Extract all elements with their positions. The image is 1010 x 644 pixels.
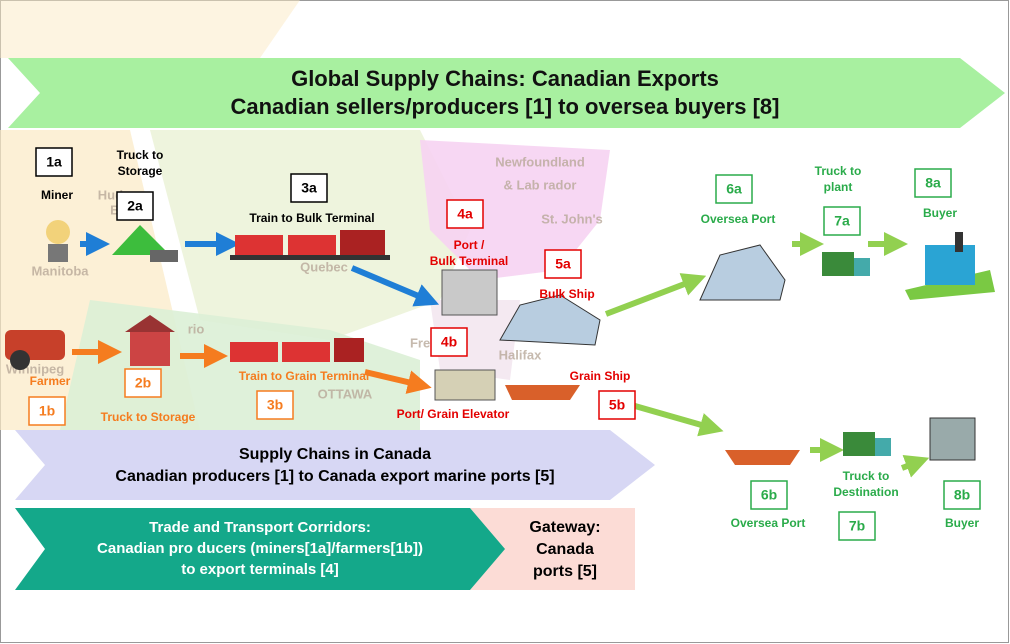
icons: [5, 220, 995, 465]
node: 2b Truck to Storage: [101, 368, 196, 424]
node-caption: Miner: [41, 188, 73, 202]
node-box: [116, 191, 154, 221]
node: 7a Truck to plant: [815, 164, 862, 236]
band-text: ports [5]: [533, 563, 597, 580]
node-box: [823, 206, 861, 236]
band-text: Canada: [536, 541, 594, 558]
node-id: 1a: [46, 154, 62, 170]
node-caption: Truck to: [815, 164, 862, 178]
node-box: [430, 327, 468, 357]
node: 1a Miner: [35, 147, 73, 202]
node-caption: Buyer: [923, 206, 957, 220]
node-caption: Train to Grain Terminal: [239, 369, 369, 383]
node-box: [544, 249, 582, 279]
node-id: 2b: [135, 375, 151, 391]
node-box: [943, 480, 981, 510]
banner-subtitle: Canadian sellers/producers [1] to overse…: [231, 94, 780, 119]
node-box: [28, 396, 66, 426]
node-id: 6b: [761, 487, 777, 503]
node-caption: Storage: [118, 164, 163, 178]
band-corridors: [15, 508, 505, 590]
map-label: Newfoundland: [495, 154, 585, 169]
node-id: 7a: [834, 213, 850, 229]
node-caption: Grain Ship: [570, 369, 631, 383]
band-text: Canadian pro ducers (miners[1a]/farmers[…: [97, 540, 423, 557]
node: 8a Buyer: [914, 168, 957, 220]
band-text: Gateway:: [529, 519, 600, 536]
node-box: [290, 173, 328, 203]
node: 3b Train to Grain Terminal: [239, 369, 369, 420]
node-id: 4b: [441, 334, 457, 350]
node-id: 3b: [267, 397, 283, 413]
band-text: Supply Chains in Canada: [239, 446, 431, 463]
node-box: [715, 174, 753, 204]
node-id: 3a: [301, 180, 317, 196]
node-caption: plant: [824, 180, 853, 194]
node-id: 6a: [726, 181, 742, 197]
node-id: 8a: [925, 175, 941, 191]
node: 1b Farmer: [28, 374, 71, 426]
node: 4a Port / Bulk Terminal: [430, 199, 508, 268]
node-box: [750, 480, 788, 510]
node: 2a Truck to Storage: [116, 148, 164, 221]
node-id: 5a: [555, 256, 571, 272]
node-caption: Bulk Terminal: [430, 254, 508, 268]
map-label: Manitoba: [31, 263, 89, 278]
node: 8b Buyer: [943, 480, 981, 530]
node-box: [914, 168, 952, 198]
node-box: [446, 199, 484, 229]
map-label: & Lab rador: [504, 177, 577, 192]
node-box: [838, 511, 876, 541]
node-id: 2a: [127, 198, 143, 214]
map-label: rio: [188, 321, 205, 336]
node-id: 5b: [609, 397, 625, 413]
node-caption: Buyer: [945, 516, 979, 530]
node-caption: Oversea Port: [731, 516, 806, 530]
node-caption: Destination: [833, 485, 898, 499]
node-id: 8b: [954, 487, 970, 503]
node-box: [598, 390, 636, 420]
node-caption: Bulk Ship: [539, 287, 594, 301]
banner-arrow: [8, 58, 1005, 128]
node-caption: Port /: [454, 238, 485, 252]
node: 5a Bulk Ship: [539, 249, 595, 301]
band-canada: [15, 430, 655, 500]
node-caption: Oversea Port: [701, 212, 776, 226]
band-gateway: [470, 508, 635, 590]
map-label: OTTAWA: [318, 386, 373, 401]
node: 6b Oversea Port: [731, 480, 806, 530]
node-caption: Truck to: [117, 148, 164, 162]
node: 6a Oversea Port: [701, 174, 776, 226]
node-caption: Port/ Grain Elevator: [397, 407, 510, 421]
node: 4b Port/ Grain Elevator: [397, 327, 510, 421]
map-label: Quebec: [300, 259, 348, 274]
node-caption: Farmer: [30, 374, 71, 388]
node-caption: Train to Bulk Terminal: [249, 211, 374, 225]
node: 5b Grain Ship: [570, 369, 636, 420]
node-id: 4a: [457, 206, 473, 222]
node-box: [124, 368, 162, 398]
map-label: St. John's: [541, 211, 603, 226]
node-box: [256, 390, 294, 420]
node-caption: Truck to Storage: [101, 410, 196, 424]
arrows: [72, 232, 930, 478]
node: 3a Train to Bulk Terminal: [249, 173, 375, 225]
banner-title: Global Supply Chains: Canadian Exports: [291, 66, 719, 91]
node-caption: Truck to: [843, 469, 890, 483]
map-label: Halifax: [499, 347, 542, 362]
node: 7b Truck to Destination: [833, 469, 899, 541]
band-text: Trade and Transport Corridors:: [149, 519, 371, 536]
band-text: to export terminals [4]: [181, 561, 339, 578]
node-id: 1b: [39, 403, 55, 419]
band-text: Canadian producers [1] to Canada export …: [115, 468, 554, 485]
node-id: 7b: [849, 518, 865, 534]
node-box: [35, 147, 73, 177]
